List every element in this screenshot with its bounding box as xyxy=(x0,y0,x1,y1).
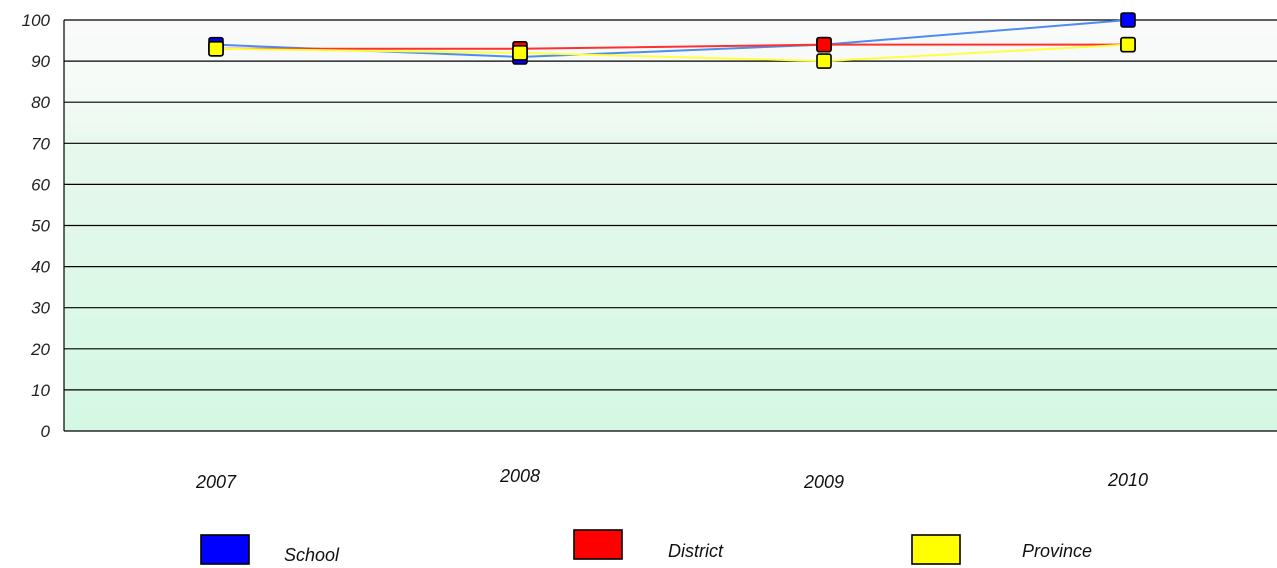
data-point-province xyxy=(512,45,528,61)
x-tick-label: 2007 xyxy=(195,472,237,492)
legend-swatch-school xyxy=(200,534,250,565)
legend-swatch-province xyxy=(911,534,961,565)
legend-swatch-district xyxy=(573,529,623,560)
data-point-province xyxy=(208,40,224,57)
x-tick-label: 2009 xyxy=(803,472,844,492)
data-point-school xyxy=(1120,12,1136,28)
y-tick-label: 80 xyxy=(31,93,50,112)
y-tick-label: 30 xyxy=(31,299,50,318)
legend-label-school: School xyxy=(284,545,340,565)
y-axis-tick-labels: 0 10 20 30 40 50 60 70 80 90 100 xyxy=(22,11,51,441)
grid-lines xyxy=(63,19,1277,432)
y-tick-label: 60 xyxy=(31,175,50,194)
y-tick-label: 70 xyxy=(31,134,50,153)
data-point-province xyxy=(816,53,832,69)
y-tick-label: 100 xyxy=(22,11,51,30)
data-point-province xyxy=(1120,36,1136,53)
legend-label-district: District xyxy=(668,541,724,561)
y-tick-label: 90 xyxy=(31,52,50,71)
x-tick-label: 2008 xyxy=(499,466,540,486)
series-points xyxy=(208,12,1136,69)
y-tick-label: 0 xyxy=(41,422,51,441)
series-lines xyxy=(215,19,1129,63)
legend: School District Province xyxy=(200,529,1092,565)
series-line-province xyxy=(215,43,1129,63)
y-tick-label: 50 xyxy=(31,217,50,236)
y-tick-label: 20 xyxy=(30,340,50,359)
data-point-district xyxy=(816,36,832,53)
y-tick-label: 40 xyxy=(31,258,50,277)
y-tick-label: 10 xyxy=(31,381,50,400)
x-axis-tick-labels: 2007 2008 2009 2010 xyxy=(195,466,1148,492)
x-tick-label: 2010 xyxy=(1107,470,1148,490)
series-line-district xyxy=(216,43,1128,50)
legend-label-province: Province xyxy=(1022,541,1092,561)
